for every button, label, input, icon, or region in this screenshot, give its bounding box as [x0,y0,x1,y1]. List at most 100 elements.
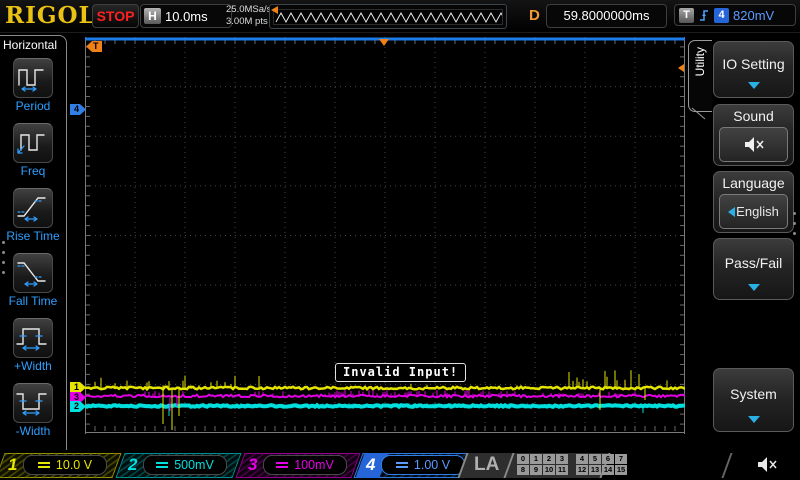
measure-item-label: Period [15,99,51,113]
left-triangle-icon [728,206,735,217]
channel-1-scale-box: 10.0 V [23,455,107,475]
measure-menu-panel: Horizontal Period Freq Rise Time Fall Time +… [0,35,67,450]
channel-status-bar: 1 10.0 V 2 500mV 3 100mV 4 1.00 V LA 0 1 2 3 4 5 6 7 8 9 10… [0,450,800,480]
channel-3-scale: 100mV [294,458,334,472]
language-label: Language [722,175,785,191]
waveform-preview-window [273,9,507,25]
io-setting-label: IO Setting [722,56,785,72]
freq-icon [17,134,45,154]
measure-item-label: Fall Time [8,294,58,308]
measure-item-freq[interactable] [13,123,53,163]
horizontal-timebase-box[interactable]: H 10.0ms [140,4,232,28]
acquisition-info: 25.0MSa/s 3.00M pts [226,4,271,28]
measure-item-fall-time[interactable] [13,253,53,293]
channel-2-number: 2 [128,455,138,474]
la-digit: 9 [530,465,542,475]
la-digit: 14 [602,465,614,475]
measure-item-period[interactable] [13,58,53,98]
channel-4-number: 4 [366,455,376,474]
trigger-level-edge-icon [678,64,684,72]
run-state-badge[interactable]: STOP [92,4,139,28]
dc-coupling-icon [37,462,50,468]
system-label: System [730,386,777,402]
la-label: LA [474,454,500,475]
trigger-label: T [679,7,694,23]
pass-fail-label: Pass/Fail [724,255,783,271]
down-triangle-icon [747,284,760,291]
delay-label: D [529,7,540,24]
memory-depth: 3.00M pts [226,16,268,27]
channel-2-scale: 500mV [174,458,214,472]
utility-page-dots [793,205,797,242]
language-value: English [736,204,779,219]
h-label: H [144,8,161,24]
language-button[interactable]: Language English [713,171,794,233]
rising-edge-icon [700,10,708,21]
la-digit: 15 [615,465,627,475]
minus-width-icon [16,393,47,416]
trigger-level-value: 820mV [733,7,775,23]
measure-item--width[interactable] [13,318,53,358]
down-triangle-icon [747,416,760,423]
measure-item--width[interactable] [13,383,53,423]
graticule [84,37,686,434]
la-digit: 10 [543,465,555,475]
la-digit: 3 [556,454,568,464]
la-digit: 0 [517,454,529,464]
waveform-preview-bar[interactable] [269,4,507,29]
la-digit: 7 [615,454,627,464]
dc-coupling-icon [395,462,408,468]
ch2-ground-marker[interactable]: 2 [70,401,86,412]
ch3-ground-marker[interactable]: 3 [70,392,86,403]
la-digit-grid: 0 1 2 3 4 5 6 7 8 9 10 11 12 13 14 15 [517,454,627,475]
la-digit: 12 [576,465,588,475]
measure-page-dots [2,234,6,281]
measure-item-rise-time[interactable] [13,188,53,228]
language-value-box: English [719,194,788,229]
rigol-logo: RIGOL [5,2,96,29]
delay-value-box: 59.8000000ms [546,4,667,28]
la-digit: 8 [517,465,529,475]
preview-wave-icon [275,11,507,24]
la-digit: 4 [576,454,588,464]
measure-item-label: Rise Time [6,229,60,243]
measure-item-label: -Width [15,424,51,438]
measure-menu-title: Horizontal [3,38,58,52]
down-triangle-icon [747,82,760,89]
channel-4-scale: 1.00 V [413,458,451,472]
sound-button[interactable]: Sound [713,104,794,166]
trigger-position-arrow-icon [271,6,278,14]
utility-tab[interactable]: Utility [688,40,712,112]
channel-1-scale: 10.0 V [55,458,93,472]
ch1-ground-marker[interactable]: 1 [70,382,86,393]
trigger-center-icon [379,39,389,46]
speaker-muted-icon [756,456,778,478]
dc-coupling-icon [276,462,289,468]
channel-4-scale-box: 1.00 V [381,455,465,475]
la-digit: 6 [602,454,614,464]
channel-3-scale-box: 100mV [263,455,347,475]
timebase-value: 10.0ms [165,8,208,24]
la-digit: 13 [589,465,601,475]
measure-item-label: Freq [20,164,46,178]
sample-rate: 25.0MSa/s [226,4,272,15]
sound-value-box [719,127,788,162]
status-separator [721,453,733,478]
system-button[interactable]: System [713,368,794,432]
delay-value: 59.8000000ms [563,8,650,23]
io-setting-button[interactable]: IO Setting [713,41,794,98]
pass-fail-button[interactable]: Pass/Fail [713,238,794,300]
ch4-ground-marker[interactable]: 4 [70,104,86,115]
trigger-position-marker[interactable]: T [86,41,102,52]
la-digit: 5 [589,454,601,464]
la-digit: 2 [543,454,555,464]
message-popup: Invalid Input! [335,363,467,382]
utility-tab-label: Utility [693,47,707,77]
measure-item-label: +Width [14,359,52,373]
dc-coupling-icon [156,462,169,468]
period-icon [18,69,44,92]
trigger-info-box[interactable]: T 4 820mV [674,4,796,26]
trigger-source-badge: 4 [714,7,729,23]
fall-time-icon [17,262,46,287]
